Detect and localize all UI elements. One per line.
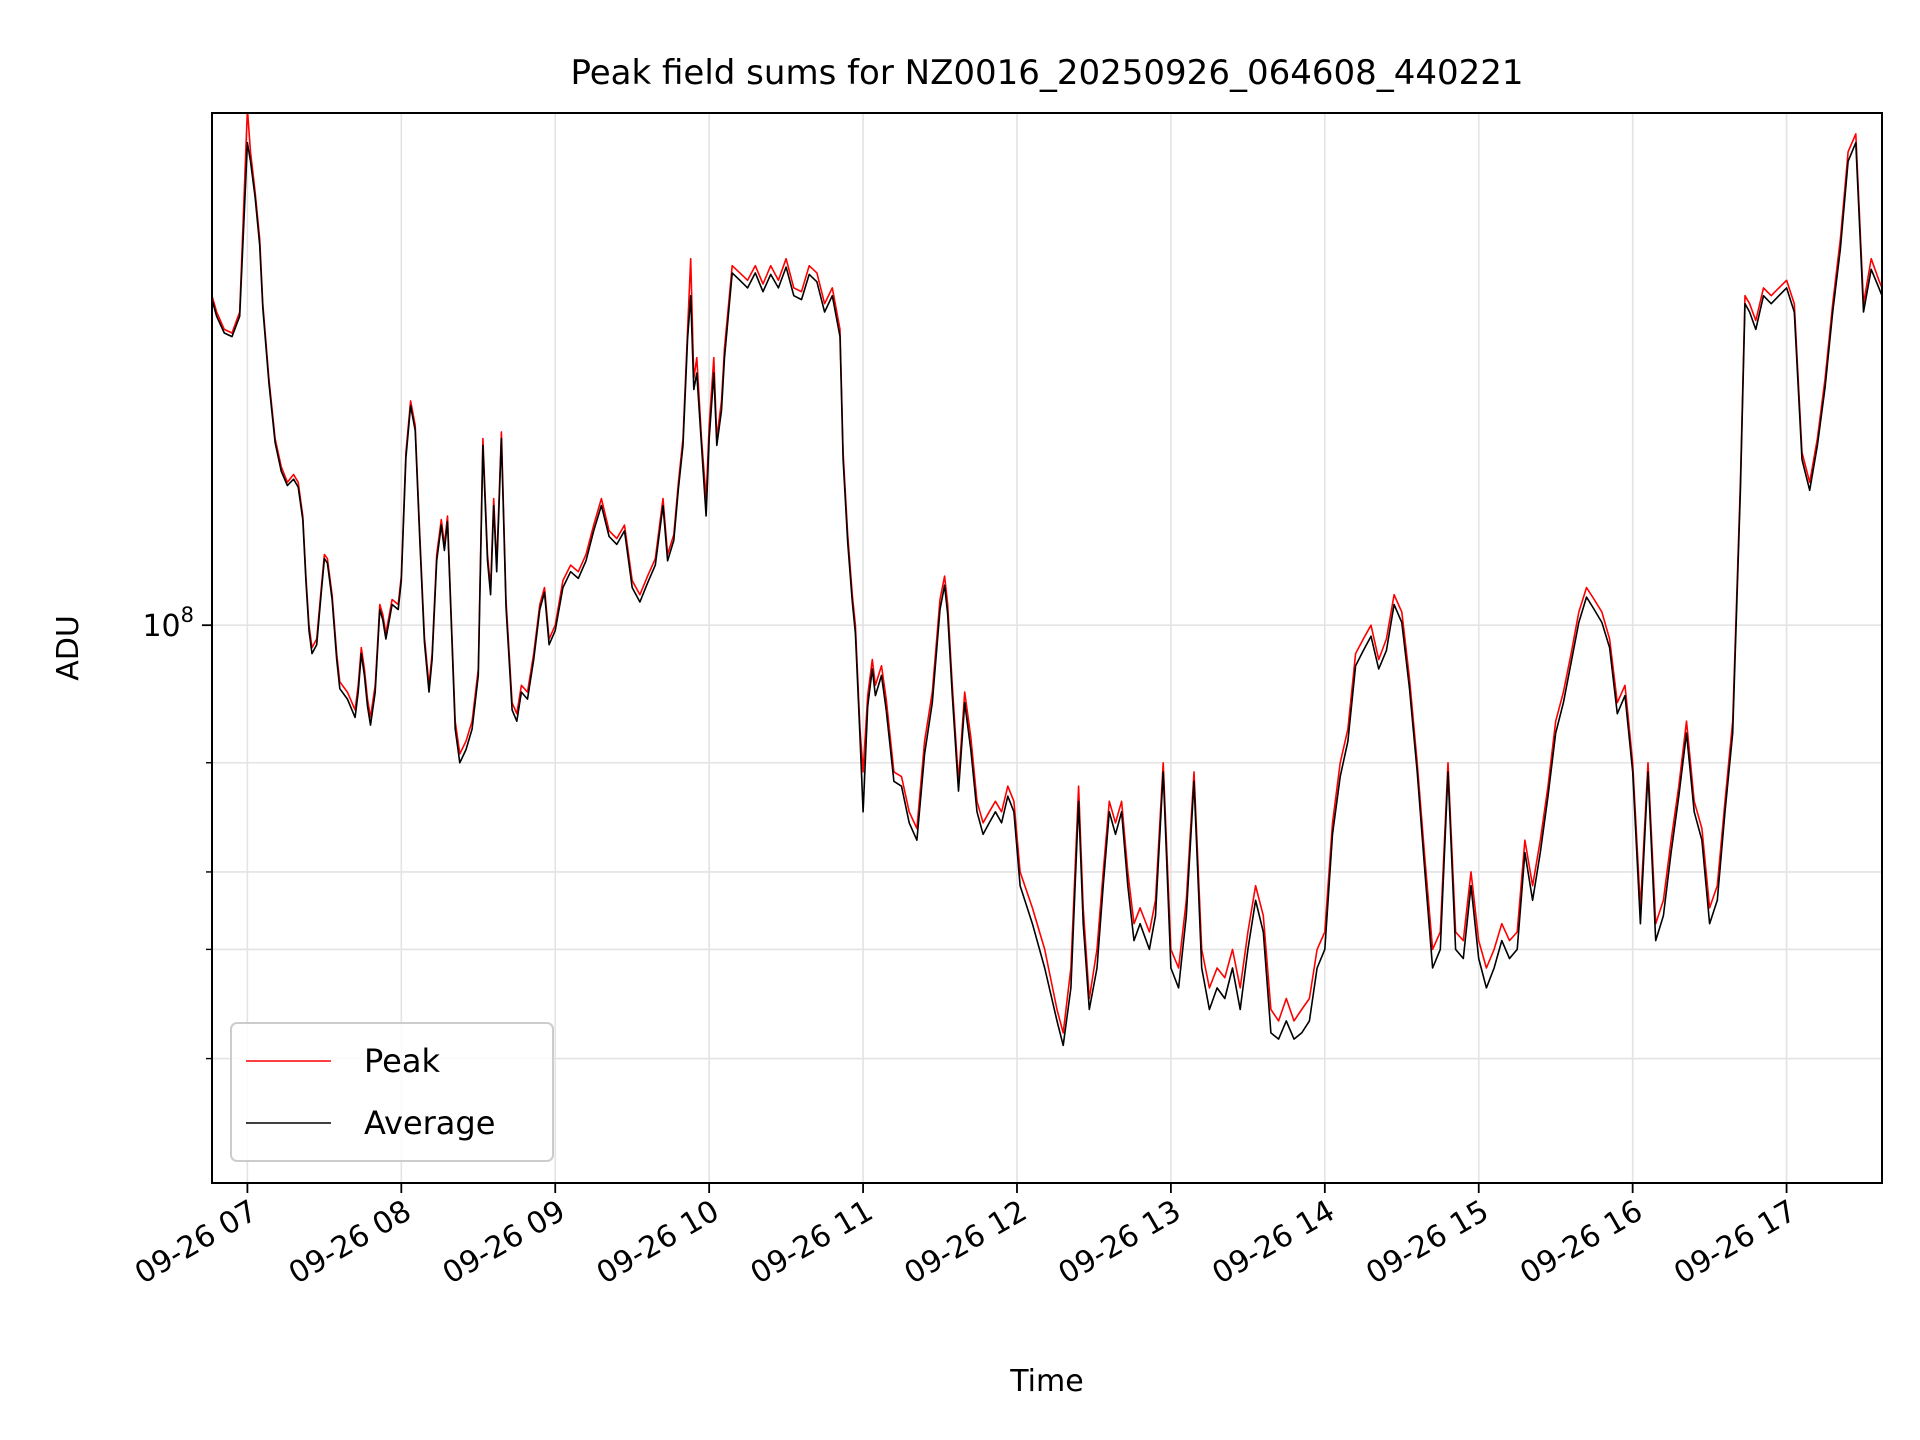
legend-box	[230, 1022, 554, 1162]
chart-title: Peak field sums for NZ0016_20250926_0646…	[570, 53, 1523, 93]
legend: Peak Average	[230, 1022, 554, 1162]
x-axis-label: Time	[1009, 1364, 1083, 1399]
plot-frame	[211, 112, 1883, 1184]
series-average-line	[212, 141, 1882, 1047]
y-axis-label: ADU	[51, 615, 86, 681]
y-tick-label-1e8: 108	[142, 603, 194, 644]
y-tick-base: 10	[142, 609, 180, 644]
y-tick-exponent: 8	[181, 603, 194, 627]
legend-label-peak: Peak	[364, 1042, 440, 1080]
grid	[212, 113, 1882, 1183]
y-axis: 108	[142, 603, 212, 1060]
legend-label-average: Average	[364, 1104, 495, 1142]
